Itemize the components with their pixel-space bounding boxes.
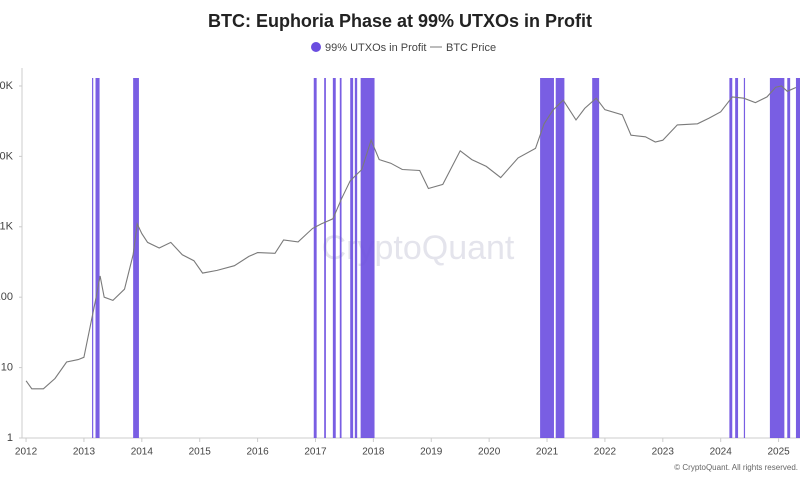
y-tick-label: 1K: [0, 221, 14, 233]
x-tick-label: 2020: [478, 447, 501, 458]
euphoria-span: [95, 78, 100, 438]
price-line: [25, 85, 797, 390]
y-tick-label: 100K: [0, 80, 14, 92]
chart-title: BTC: Euphoria Phase at 99% UTXOs in Prof…: [208, 11, 592, 31]
legend-label: BTC Price: [446, 42, 496, 54]
x-tick-label: 2021: [536, 447, 559, 458]
euphoria-span: [735, 78, 739, 438]
euphoria-span: [592, 78, 600, 438]
euphoria-span: [324, 78, 326, 438]
y-tick-label: 1: [7, 432, 13, 444]
euphoria-span: [350, 78, 354, 438]
x-tick-label: 2012: [15, 447, 38, 458]
euphoria-span: [360, 78, 375, 438]
euphoria-span: [332, 78, 336, 438]
x-tick-label: 2024: [710, 447, 733, 458]
x-tick-label: 2023: [652, 447, 675, 458]
y-tick-label: 100: [0, 291, 13, 303]
footer: © CryptoQuant. All rights reserved.: [674, 463, 798, 472]
euphoria-span: [339, 78, 342, 438]
x-tick-label: 2016: [246, 447, 269, 458]
euphoria-span: [133, 78, 139, 438]
euphoria-span: [92, 78, 94, 438]
euphoria-span: [354, 78, 358, 438]
legend-label: 99% UTXOs in Profit: [325, 42, 426, 54]
euphoria-span: [729, 78, 733, 438]
x-tick-label: 2017: [304, 447, 327, 458]
y-tick-label: 10K: [0, 150, 14, 162]
x-tick-label: 2013: [73, 447, 96, 458]
euphoria-span: [540, 78, 554, 438]
x-tick-label: 2022: [594, 447, 617, 458]
euphoria-span: [795, 78, 800, 438]
legend-swatch: [311, 42, 321, 52]
euphoria-span: [743, 78, 746, 438]
x-tick-label: 2025: [767, 447, 790, 458]
y-tick-label: 10: [1, 362, 13, 374]
euphoria-span: [555, 78, 565, 438]
x-tick-label: 2015: [189, 447, 212, 458]
x-tick-label: 2019: [420, 447, 443, 458]
euphoria-span: [769, 78, 785, 438]
euphoria-span: [313, 78, 317, 438]
euphoria-span: [787, 78, 791, 438]
x-tick-label: 2018: [362, 447, 385, 458]
x-tick-label: 2014: [131, 447, 154, 458]
watermark: CryptoQuant: [322, 229, 515, 267]
